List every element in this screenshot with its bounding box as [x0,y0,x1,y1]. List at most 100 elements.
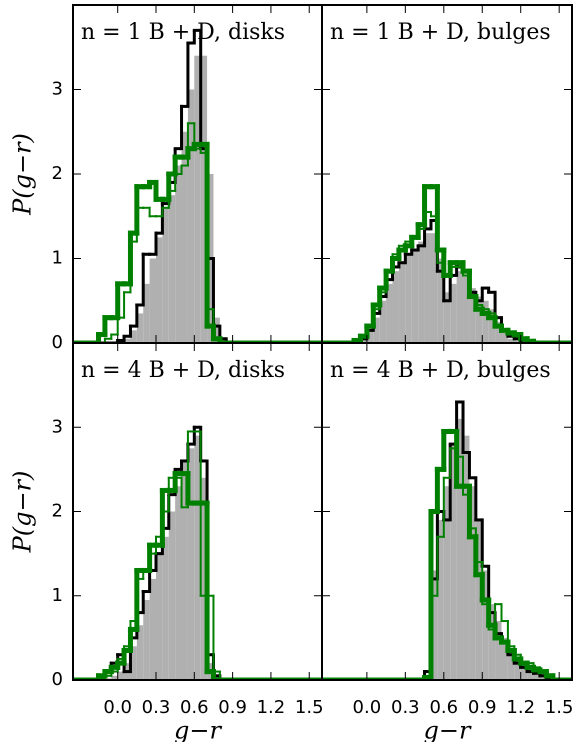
hist-bar [495,321,502,343]
hist-bar [149,258,156,343]
hist-bar [156,237,163,343]
hist-bar [437,258,444,343]
hist-bar [213,317,220,343]
y-tick-label: 2 [52,163,63,184]
hist-bar [456,271,464,343]
hist-bar [175,165,182,343]
hist-bar [456,418,464,680]
x-tick-label: 1.5 [545,697,574,718]
hist-bar [373,317,380,343]
hist-bar [360,338,367,343]
hist-bar [130,330,137,343]
hist-bar [168,195,176,343]
hist-bar [450,444,457,680]
hist-bar [194,435,201,680]
y-tick-label: 3 [52,79,63,100]
panel-title: n = 1 B + D, disks [81,20,285,45]
hist-bar [181,131,188,343]
x-axis-label: g−r [174,717,222,742]
hist-bar [437,519,444,680]
hist-bar [514,658,521,680]
hist-bar [501,332,508,343]
hist-bar [533,671,540,680]
panel [73,425,322,680]
hist-bar [430,233,438,343]
hist-bar [200,55,208,343]
hist-bar [162,536,169,680]
y-axis-label: P(g−r) [9,471,37,554]
x-tick-label: 0.6 [180,697,209,718]
x-axis-label: g−r [424,717,472,742]
hist-bar [194,55,201,343]
hist-bar [130,646,137,680]
hist-bar [507,650,515,680]
x-tick-label: 1.5 [295,697,324,718]
x-tick-label: 0.9 [218,697,247,718]
hist-bar [405,254,412,343]
hist-bar [124,338,131,343]
hist-bar [469,288,476,343]
hist-bar [175,486,182,680]
hist-bar [187,89,195,343]
hist-bar [168,511,176,680]
hist-bar [488,309,496,343]
hist-bar [111,675,118,680]
hist-bar [514,340,521,343]
hist-bar [136,625,144,680]
panel [73,28,322,343]
hist-bar [143,599,150,680]
panel-frame [321,342,573,681]
hist-bar [430,570,438,680]
x-tick-label: 0.3 [391,697,420,718]
hist-bar [149,578,156,680]
hist-bar [443,292,451,343]
x-tick-label: 0.0 [353,697,382,718]
hist-bar [520,663,528,680]
hist-bar [488,604,496,680]
hist-bar [379,300,387,343]
x-tick-label: 0.0 [103,697,132,718]
y-tick-label: 2 [52,501,63,522]
y-tick-label: 0 [52,669,63,690]
hist-bar [463,275,470,343]
hist-bar [411,250,419,343]
hist-bar [501,637,508,680]
y-tick-label: 3 [52,416,63,437]
hist-bar [475,296,483,343]
hist-bar [469,486,476,680]
y-axis-label: P(g−r) [9,133,37,216]
hist-bar [527,667,534,680]
hist-bar [424,233,431,343]
panel-title: n = 4 B + D, bulges [330,358,551,383]
hist-bar [463,435,470,680]
hist-bar [482,300,489,343]
panel [322,400,572,680]
x-tick-label: 1.2 [257,697,286,718]
hist-bar [136,313,144,343]
hist-bar [162,207,169,343]
hist-bar [392,271,399,343]
panel [322,184,572,343]
hist-bar [495,621,502,680]
panel-title: n = 1 B + D, bulges [330,20,551,45]
x-tick-label: 0.3 [142,697,171,718]
hist-bar [187,448,195,680]
y-tick-label: 1 [52,585,63,606]
panel-title: n = 4 B + D, disks [81,358,285,383]
hist-bar [482,570,489,680]
hist-bar [507,338,515,343]
hist-bar [398,262,406,343]
hist-bar [386,283,393,343]
hist-bar [443,486,451,680]
hist-bar [475,519,483,680]
hist-bar [156,553,163,680]
hist-bar [418,241,425,343]
x-tick-label: 0.6 [429,697,458,718]
x-tick-label: 1.2 [506,697,535,718]
hist-bar [117,671,125,680]
hist-bar [200,477,208,680]
x-tick-label: 0.9 [468,697,497,718]
y-tick-label: 1 [52,248,63,269]
hist-bar [143,283,150,343]
